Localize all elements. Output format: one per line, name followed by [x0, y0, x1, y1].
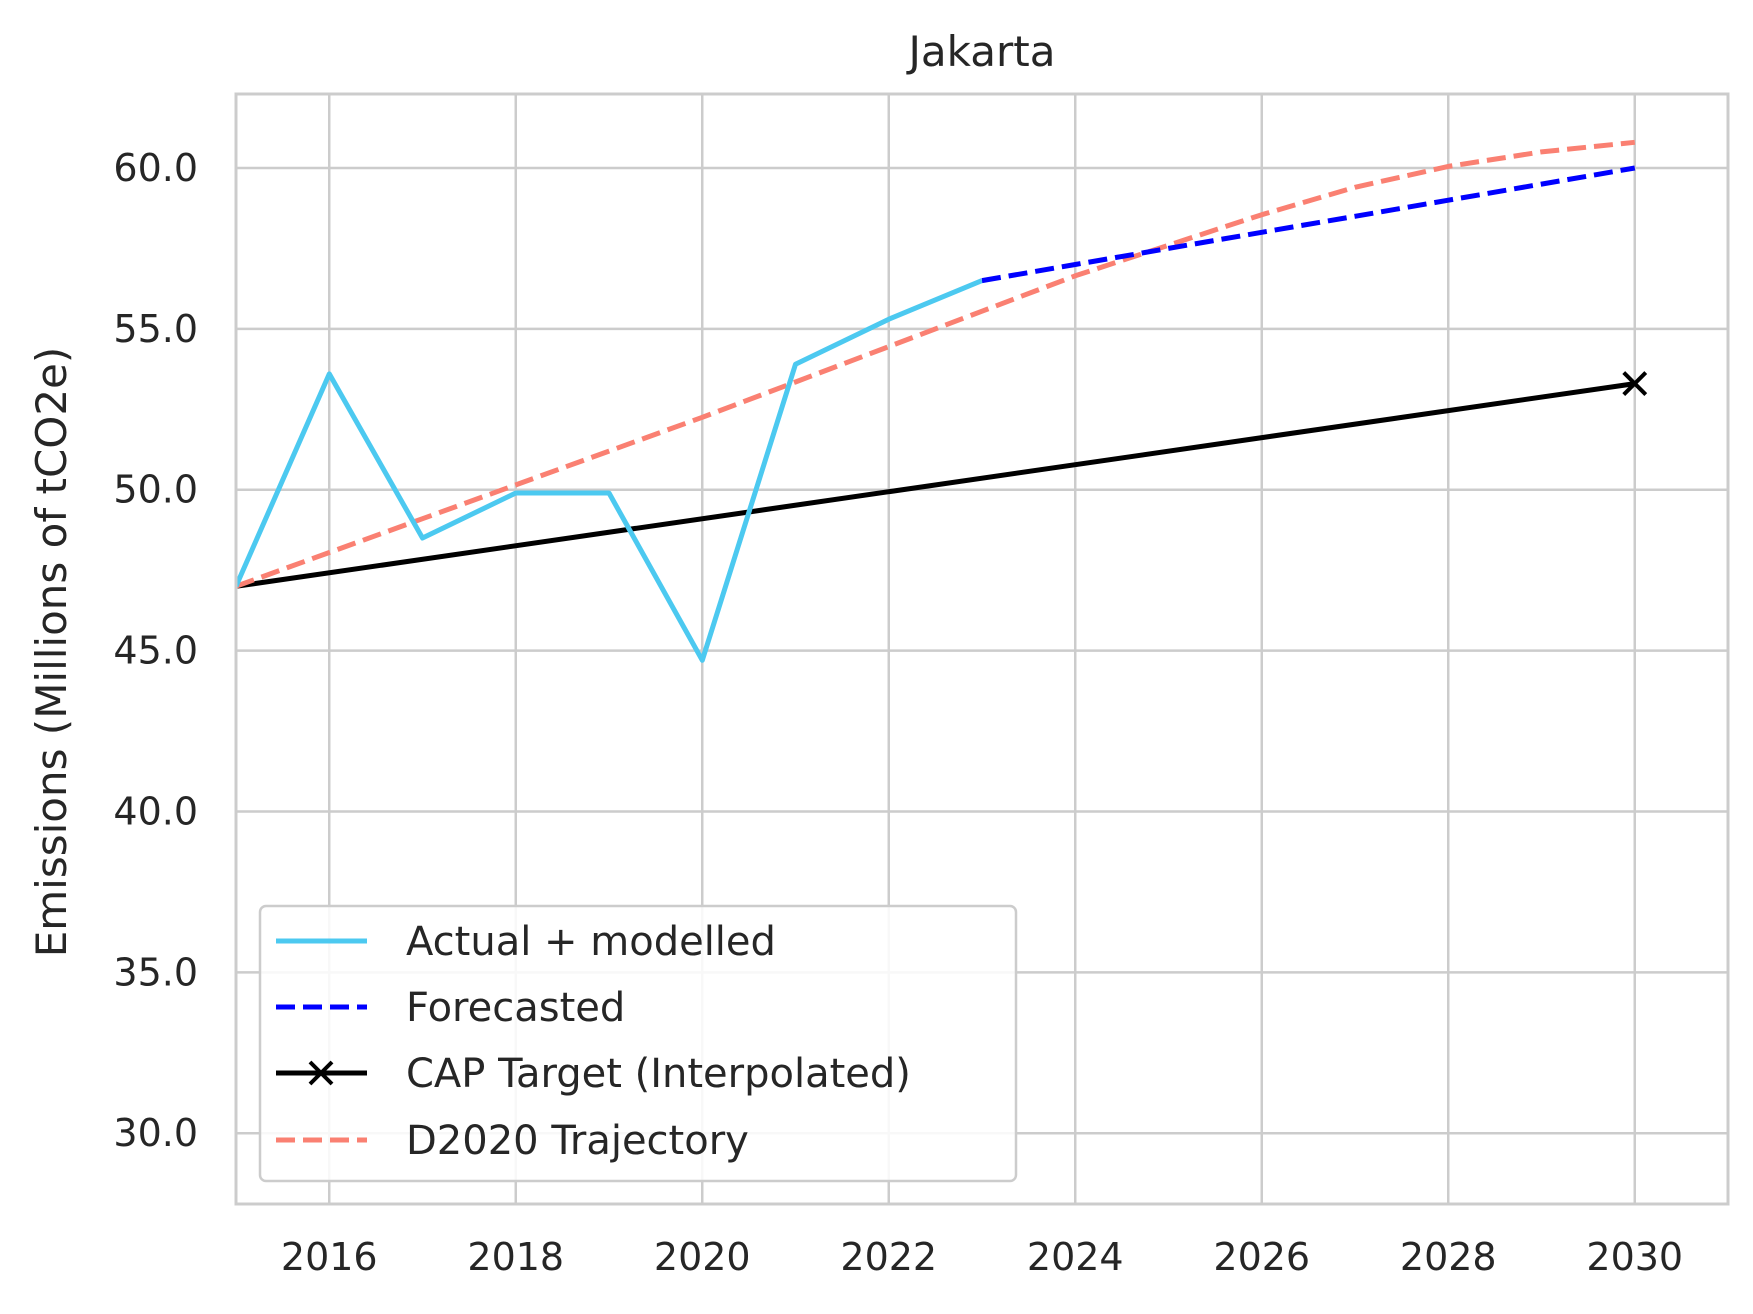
plot-frame — [234, 92, 1730, 1206]
legend-label: Forecasted — [406, 985, 625, 1031]
legend: Actual + modelled Forecasted CAP Target (I… — [258, 904, 1018, 1183]
plot-series — [236, 139, 1648, 663]
legend-label: D2020 Trajectory — [406, 1118, 749, 1164]
x-tick-label: 2026 — [1213, 1235, 1310, 1279]
series-line-actual-modelled — [236, 278, 983, 663]
x-tick-label: 2018 — [467, 1235, 564, 1279]
legend-marker — [308, 1060, 334, 1086]
x-tick-label: 2022 — [840, 1235, 937, 1279]
tick-labels: 2016 2018 2020 2022 2024 2026 2028 2030 30.0 35.0… — [113, 146, 1683, 1279]
legend-item-d2020-trajectory: D2020 Trajectory — [276, 1118, 749, 1164]
x-tick-label: 2030 — [1586, 1235, 1683, 1279]
x-tick-label: 2016 — [281, 1235, 378, 1279]
y-tick-label: 45.0 — [113, 629, 198, 673]
legend-item-actual-modelled: Actual + modelled — [276, 919, 776, 965]
x-tick-label: 2028 — [1400, 1235, 1497, 1279]
series-group — [236, 139, 1636, 663]
legend-label: CAP Target (Interpolated) — [406, 1051, 911, 1097]
y-tick-label: 55.0 — [113, 307, 198, 351]
x-tick-label: 2020 — [654, 1235, 751, 1279]
chart-title: Jakarta — [906, 27, 1056, 76]
legend-item-forecasted: Forecasted — [276, 985, 625, 1031]
series-line-cap-target-interpolated — [236, 381, 1636, 589]
cap-target-marker — [1622, 371, 1648, 396]
y-tick-label: 50.0 — [113, 468, 198, 512]
legend-label: Actual + modelled — [406, 919, 776, 965]
series-line-d2020-trajectory — [236, 139, 1636, 589]
legend-box — [258, 904, 1018, 1183]
legend-item-cap-target-interpolated: CAP Target (Interpolated) — [276, 1051, 911, 1097]
y-tick-label: 60.0 — [113, 146, 198, 190]
y-tick-label: 40.0 — [113, 789, 198, 833]
y-tick-label: 35.0 — [113, 950, 198, 994]
series-line-forecasted — [981, 165, 1636, 284]
y-axis-title: Emissions (Millions of tCO2e) — [27, 347, 76, 958]
y-tick-label: 30.0 — [113, 1111, 198, 1155]
x-tick-label: 2024 — [1027, 1235, 1124, 1279]
